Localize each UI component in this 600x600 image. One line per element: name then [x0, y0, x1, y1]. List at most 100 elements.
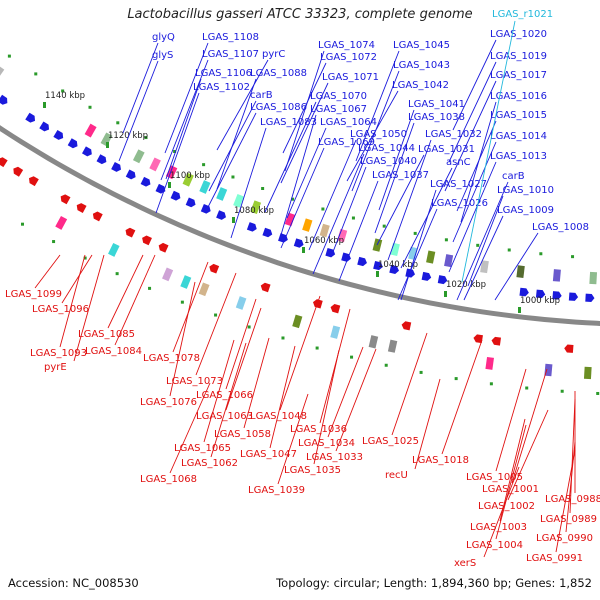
forward-gene-arrow — [25, 112, 36, 123]
minor-tick — [351, 216, 355, 220]
scale-tick-label: 1080 kbp — [234, 206, 274, 216]
minor-tick — [560, 389, 564, 393]
minor-tick — [596, 391, 600, 395]
forward-gene-arrow — [262, 227, 273, 238]
forward-gene-arrow — [216, 210, 226, 220]
scale-tick-label: 1020 kbp — [446, 280, 486, 290]
reverse-gene-label: LGAS_1096 — [32, 304, 89, 315]
forward-label-leader — [280, 114, 317, 236]
forward-gene-label: LGAS_1069 — [318, 137, 375, 148]
forward-label-leader — [397, 208, 438, 301]
forward-label-leader — [286, 127, 327, 219]
reverse-gene-label: LGAS_1035 — [284, 465, 341, 476]
reverse-label-leader — [319, 308, 351, 424]
major-tick — [376, 271, 379, 277]
reverse-label-leader — [555, 449, 576, 553]
reverse-gene-label: xerS — [454, 558, 476, 569]
reverse-gene-label: LGAS_1005 — [466, 472, 523, 483]
forward-category-block — [100, 132, 113, 147]
reverse-label-leader — [269, 345, 296, 449]
minor-tick — [116, 121, 120, 125]
reverse-category-block — [162, 267, 174, 282]
reverse-gene-label: LGAS_1084 — [85, 346, 142, 357]
reverse-gene-label: LGAS_1033 — [306, 452, 363, 463]
reverse-gene-arrow — [125, 227, 136, 238]
reverse-label-leader — [335, 348, 377, 452]
forward-gene-label: glyQ — [152, 32, 175, 43]
reverse-gene-label: LGAS_1066 — [196, 390, 253, 401]
forward-gene-label: LGAS_1017 — [490, 70, 547, 81]
reverse-gene-label: LGAS_1018 — [412, 455, 469, 466]
forward-gene-label: LGAS_1064 — [320, 117, 377, 128]
reverse-gene-label: LGAS_1036 — [290, 424, 347, 435]
minor-tick — [83, 256, 87, 260]
genome-backbone — [0, 125, 600, 326]
reverse-category-block — [108, 242, 120, 257]
reverse-gene-label: pyrE — [44, 362, 67, 373]
minor-tick — [281, 336, 285, 340]
forward-gene-label: carB — [250, 90, 273, 101]
reverse-label-leader — [203, 339, 235, 443]
forward-gene-arrow — [0, 94, 8, 105]
forward-gene-label: LGAS_1032 — [425, 129, 482, 140]
major-tick — [106, 142, 109, 148]
reverse-label-leader — [34, 254, 61, 289]
forward-label-leader — [338, 180, 379, 282]
reverse-category-block — [180, 275, 192, 289]
forward-label-leader — [456, 181, 509, 301]
reverse-gene-arrow — [491, 336, 501, 346]
forward-label-leader — [374, 122, 415, 234]
reverse-label-leader — [391, 332, 428, 436]
forward-label-leader — [282, 62, 327, 154]
forward-label-leader — [204, 112, 257, 214]
major-tick — [232, 217, 235, 223]
forward-label-leader — [284, 50, 325, 172]
scale-tick-label: 1000 kbp — [520, 296, 560, 306]
reverse-label-leader — [441, 339, 483, 455]
forward-category-block — [182, 172, 194, 187]
forward-gene-label: LGAS_1026 — [431, 198, 488, 209]
reverse-gene-label: LGAS_0988 — [545, 494, 600, 505]
forward-gene-label: LGAS_1037 — [372, 170, 429, 181]
reverse-gene-label: LGAS_1063 — [196, 411, 253, 422]
reverse-category-block — [583, 366, 592, 380]
minor-tick — [61, 89, 65, 93]
forward-gene-arrow — [39, 121, 50, 132]
forward-category-block — [284, 212, 296, 227]
forward-label-leader — [216, 59, 269, 151]
reverse-gene-label: LGAS_1065 — [174, 443, 231, 454]
reverse-gene-label: LGAS_1073 — [166, 376, 223, 387]
forward-label-leader — [280, 82, 329, 184]
reverse-category-block — [292, 314, 303, 329]
reverse-label-leader — [169, 281, 196, 397]
reverse-label-leader — [114, 254, 156, 346]
forward-gene-arrow — [67, 138, 78, 149]
reverse-category-block — [544, 363, 553, 377]
forward-gene-arrow — [519, 287, 529, 297]
reverse-gene-arrow — [209, 263, 220, 274]
forward-label-leader — [118, 60, 159, 162]
forward-gene-label: LGAS_1102 — [193, 82, 250, 93]
forward-label-leader — [308, 139, 357, 251]
ring-layer — [0, 54, 600, 395]
minor-tick — [148, 286, 152, 290]
reverse-gene-label: LGAS_1002 — [478, 501, 535, 512]
reverse-gene-arrow — [260, 282, 271, 293]
reverse-gene-arrow — [142, 235, 152, 246]
minor-tick — [88, 105, 92, 109]
minor-tick — [247, 325, 251, 329]
minor-tick — [52, 240, 56, 244]
minor-tick — [173, 150, 177, 154]
reverse-gene-arrow — [330, 304, 341, 314]
minor-tick — [476, 243, 480, 247]
forward-label-leader — [452, 39, 497, 131]
forward-category-block — [319, 223, 330, 238]
forward-category-block — [426, 250, 436, 264]
forward-gene-arrow — [535, 289, 546, 299]
forward-gene-arrow — [170, 190, 181, 201]
forward-gene-arrow — [185, 197, 196, 208]
scale-tick-label: 1060 kbp — [304, 236, 344, 246]
forward-label-leader — [452, 141, 497, 243]
forward-gene-arrow — [373, 260, 383, 271]
